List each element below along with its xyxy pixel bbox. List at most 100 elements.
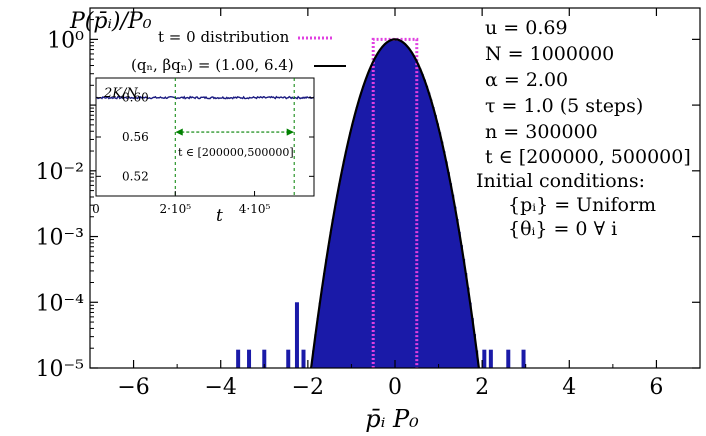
- histogram-bar: [386, 42, 389, 368]
- histogram-bar: [410, 51, 413, 368]
- y-tick-label: 10⁻³: [36, 226, 84, 251]
- histogram-outlier: [482, 349, 487, 368]
- param-tau: τ = 1.0 (5 steps): [485, 95, 643, 117]
- histogram-bar: [438, 132, 442, 368]
- inset-y-tick-label: 0.60: [122, 91, 149, 105]
- histogram-bar: [403, 43, 407, 368]
- legend-entry-fit: (qₙ, βqₙ) = (1.00, 6.4): [131, 56, 294, 74]
- histogram-bar: [314, 334, 317, 368]
- histogram-bar: [390, 39, 394, 368]
- histogram-bar: [331, 219, 335, 368]
- histogram-bar: [336, 194, 339, 368]
- histogram-bar: [427, 92, 431, 368]
- param-N: N = 1000000: [485, 43, 614, 65]
- y-axis-label: P(p̄ᵢ)/P₀: [69, 9, 152, 34]
- histogram-bar: [377, 51, 381, 368]
- histogram-bar: [469, 302, 472, 368]
- histogram-bar: [429, 99, 433, 368]
- inset-x-label: t: [216, 206, 223, 226]
- initial-distribution: [371, 37, 419, 368]
- histogram-bar: [362, 85, 365, 368]
- histogram-bar: [318, 302, 322, 368]
- histogram-bar: [384, 43, 387, 368]
- histogram-outlier: [506, 349, 511, 368]
- histogram-bar: [451, 194, 455, 368]
- histogram-bars: [312, 39, 479, 368]
- histogram-bar: [401, 42, 405, 368]
- histogram-outlier: [247, 349, 252, 368]
- inset-x-tick-label: 0: [92, 202, 100, 216]
- param-theta-zero: {θᵢ} = 0 ∀ i: [508, 218, 617, 240]
- param-alpha: α = 2.00: [485, 69, 568, 91]
- x-tick-label: 2: [475, 375, 489, 400]
- histogram-bar: [462, 258, 466, 368]
- inset-y-label: 2K/N: [103, 86, 138, 101]
- histogram-bar: [340, 172, 344, 368]
- histogram-bar: [432, 107, 435, 368]
- histogram-bar: [421, 73, 424, 368]
- histogram-bar: [320, 287, 324, 368]
- histogram-outlier: [286, 349, 291, 368]
- histogram-bar: [312, 350, 315, 368]
- histogram-bar: [381, 46, 385, 368]
- x-tick-label: −4: [204, 375, 236, 400]
- histogram-bar: [375, 55, 378, 368]
- inset-x-tick-label: 2·10⁵: [160, 202, 192, 216]
- histogram-outliers: [236, 302, 526, 368]
- x-tick-label: −6: [117, 375, 149, 400]
- histogram-bar: [338, 183, 341, 368]
- inset-y-tick-label: 0.56: [122, 130, 149, 144]
- histogram-bar: [347, 141, 350, 368]
- histogram-bar: [388, 40, 392, 368]
- histogram-bar: [351, 123, 355, 368]
- histogram-bar: [434, 115, 437, 368]
- y-tick-label: 10⁰: [47, 28, 84, 53]
- histogram-bar: [397, 39, 400, 368]
- histogram-bar: [445, 161, 448, 368]
- histogram-bar: [342, 161, 346, 368]
- histogram-bar: [334, 206, 337, 368]
- histogram-bar: [364, 79, 368, 368]
- y-tick-label: 10⁻⁴: [36, 291, 85, 316]
- histogram-bar: [329, 231, 333, 368]
- histogram-bar: [325, 258, 328, 368]
- histogram-bar: [360, 92, 363, 368]
- histogram-outlier: [236, 349, 241, 368]
- histogram-bar: [357, 99, 361, 368]
- histogram-outlier: [294, 302, 299, 368]
- histogram-outlier: [262, 349, 267, 368]
- histogram-bar: [405, 46, 409, 368]
- inset-y-ticks: 0.52 0.56 0.60: [96, 91, 314, 183]
- histogram-bar: [323, 273, 326, 368]
- histogram-bar: [344, 151, 348, 368]
- param-p-uniform: {pᵢ} = Uniform: [508, 194, 656, 216]
- initial-distribution-line: [371, 37, 419, 368]
- y-tick-label: 10⁻²: [36, 160, 84, 185]
- y-tick-label: 10⁻⁵: [36, 357, 84, 382]
- histogram-bar: [353, 115, 357, 368]
- histogram-bar: [423, 79, 426, 368]
- y-axis-ticks: 10⁻⁵ 10⁻⁴ 10⁻³ 10⁻² 10⁰: [36, 7, 700, 382]
- histogram-bar: [368, 68, 372, 368]
- histogram-bar: [399, 40, 402, 368]
- param-n: n = 300000: [485, 121, 598, 143]
- histogram-bar: [392, 39, 396, 368]
- histogram-bar: [466, 287, 470, 368]
- histogram-bar: [440, 141, 444, 368]
- inset-series: [95, 78, 315, 196]
- inset-annotation: t ∈ [200000,500000]: [178, 146, 294, 159]
- histogram-bar: [458, 231, 461, 368]
- histogram-bar: [373, 59, 376, 368]
- histogram-bar: [316, 318, 320, 368]
- histogram-outlier: [488, 349, 493, 368]
- histogram-bar: [355, 107, 359, 368]
- fit-curve-line: [310, 38, 480, 368]
- histogram-outlier: [521, 349, 526, 368]
- histogram-bar: [464, 273, 468, 368]
- legend: t = 0 distribution (qₙ, βqₙ) = (1.00, 6.…: [131, 28, 346, 74]
- histogram-bar: [418, 68, 422, 368]
- x-tick-label: 6: [649, 375, 663, 400]
- inset-x-ticks: 0 2·10⁵ 4·10⁵: [92, 191, 270, 216]
- histogram-bar: [473, 334, 477, 368]
- histogram-bar: [408, 48, 411, 368]
